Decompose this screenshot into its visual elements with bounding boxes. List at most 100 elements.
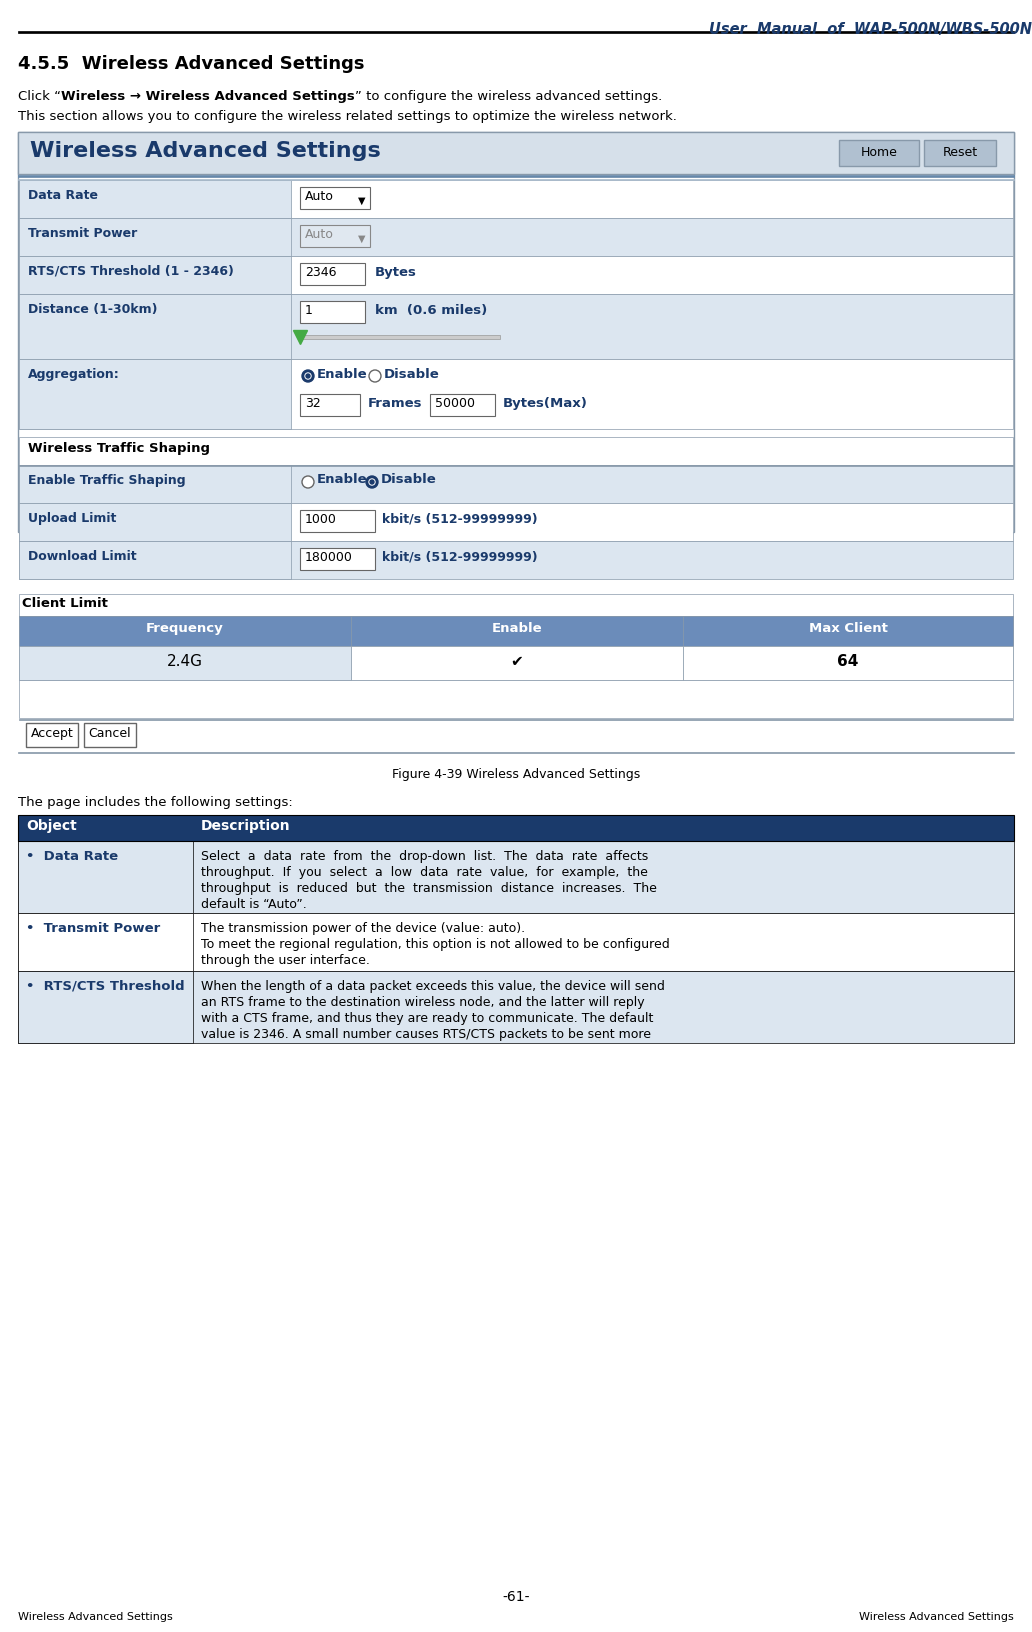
Text: 32: 32 [305, 397, 321, 410]
Text: Bytes(Max): Bytes(Max) [503, 397, 588, 410]
Text: Accept: Accept [31, 726, 73, 739]
Bar [19, 295, 1013, 359]
Bar [19, 542, 1013, 579]
Circle shape [302, 477, 314, 488]
Text: Enable: Enable [317, 367, 367, 380]
Text: Max Client: Max Client [808, 622, 888, 635]
Bar [300, 336, 499, 339]
Bar [300, 395, 360, 416]
Text: The transmission power of the device (value: auto).: The transmission power of the device (va… [201, 922, 525, 935]
Text: Object: Object [26, 819, 76, 832]
Text: The page includes the following settings:: The page includes the following settings… [18, 795, 293, 808]
Circle shape [302, 370, 314, 384]
Text: •  Transmit Power: • Transmit Power [26, 922, 160, 935]
Bar [430, 395, 495, 416]
Text: 2346: 2346 [305, 266, 336, 279]
Bar [924, 140, 996, 166]
Text: RTS/CTS Threshold (1 - 2346): RTS/CTS Threshold (1 - 2346) [28, 264, 234, 277]
Text: 1: 1 [305, 304, 313, 317]
Text: Client Limit: Client Limit [22, 597, 108, 610]
Text: Wireless Advanced Settings: Wireless Advanced Settings [30, 140, 381, 162]
Bar [19, 437, 1013, 465]
Text: 1000: 1000 [305, 512, 336, 526]
Text: Enable Traffic Shaping: Enable Traffic Shaping [28, 473, 186, 486]
Bar [351, 646, 683, 681]
Text: •  RTS/CTS Threshold: • RTS/CTS Threshold [26, 979, 185, 992]
Bar [19, 295, 291, 359]
Bar [84, 723, 136, 747]
Bar [300, 302, 365, 323]
Text: Click “: Click “ [18, 90, 61, 103]
Bar [18, 971, 1014, 1043]
Circle shape [369, 480, 375, 486]
Bar [683, 617, 1013, 646]
Text: Frames: Frames [368, 397, 422, 410]
Bar [19, 465, 291, 504]
Bar [18, 175, 1014, 178]
Bar [19, 359, 1013, 429]
Text: Wireless → Wireless Advanced Settings: Wireless → Wireless Advanced Settings [61, 90, 355, 103]
Text: Bytes: Bytes [375, 266, 417, 279]
Text: Download Limit: Download Limit [28, 550, 136, 563]
Bar [18, 132, 1014, 532]
Bar [18, 914, 1014, 971]
Bar [19, 465, 1013, 504]
Text: with a CTS frame, and thus they are ready to communicate. The default: with a CTS frame, and thus they are read… [201, 1012, 653, 1025]
Bar [19, 219, 291, 256]
Bar [19, 646, 1013, 681]
Text: Wireless Advanced Settings: Wireless Advanced Settings [18, 1611, 172, 1621]
Text: Aggregation:: Aggregation: [28, 367, 120, 380]
Text: Reset: Reset [942, 145, 977, 158]
Circle shape [370, 481, 374, 485]
Bar [300, 511, 375, 532]
Bar [18, 33, 1014, 34]
Text: km  (0.6 miles): km (0.6 miles) [375, 304, 487, 317]
Bar [300, 188, 370, 211]
Bar [19, 219, 1013, 256]
Text: Figure 4-39 Wireless Advanced Settings: Figure 4-39 Wireless Advanced Settings [392, 767, 640, 780]
Text: kbit/s (512-99999999): kbit/s (512-99999999) [382, 550, 538, 563]
Text: Data Rate: Data Rate [28, 189, 98, 202]
Text: Disable: Disable [381, 473, 437, 486]
Text: 4.5.5  Wireless Advanced Settings: 4.5.5 Wireless Advanced Settings [18, 55, 364, 73]
Bar [18, 816, 1014, 842]
Text: This section allows you to configure the wireless related settings to optimize t: This section allows you to configure the… [18, 109, 677, 122]
Text: ✔: ✔ [511, 653, 523, 669]
Text: Frequency: Frequency [147, 622, 224, 635]
Text: through the user interface.: through the user interface. [201, 953, 369, 966]
Text: 180000: 180000 [305, 550, 353, 563]
Text: Home: Home [861, 145, 898, 158]
Bar [19, 617, 351, 646]
Text: Transmit Power: Transmit Power [28, 227, 137, 240]
Circle shape [305, 374, 311, 380]
Text: User  Manual  of  WAP-500N/WBS-500N: User Manual of WAP-500N/WBS-500N [709, 21, 1032, 38]
Text: Description: Description [201, 819, 291, 832]
Text: kbit/s (512-99999999): kbit/s (512-99999999) [382, 512, 538, 526]
Bar [19, 646, 351, 681]
Circle shape [369, 370, 381, 384]
Bar [19, 504, 1013, 542]
Text: throughput.  If  you  select  a  low  data  rate  value,  for  example,  the: throughput. If you select a low data rat… [201, 865, 648, 878]
Text: Wireless Traffic Shaping: Wireless Traffic Shaping [28, 442, 209, 455]
Text: •  Data Rate: • Data Rate [26, 850, 118, 862]
Circle shape [307, 375, 310, 379]
Text: ▼: ▼ [358, 233, 365, 243]
Text: -61-: -61- [503, 1590, 529, 1603]
Bar [19, 504, 291, 542]
Bar [351, 617, 683, 646]
Text: default is “Auto”.: default is “Auto”. [201, 898, 307, 911]
Bar [19, 681, 1013, 718]
Text: value is 2346. A small number causes RTS/CTS packets to be sent more: value is 2346. A small number causes RTS… [201, 1028, 651, 1040]
Bar [300, 225, 370, 248]
Text: Upload Limit: Upload Limit [28, 512, 117, 524]
Circle shape [366, 477, 378, 488]
Bar [19, 542, 291, 579]
Bar [18, 842, 1014, 914]
Bar [18, 132, 1014, 175]
Bar [19, 181, 291, 219]
Text: 50000: 50000 [436, 397, 475, 410]
Text: ” to configure the wireless advanced settings.: ” to configure the wireless advanced set… [355, 90, 662, 103]
Bar [19, 256, 291, 295]
Bar [19, 181, 1013, 219]
Text: Cancel: Cancel [89, 726, 131, 739]
